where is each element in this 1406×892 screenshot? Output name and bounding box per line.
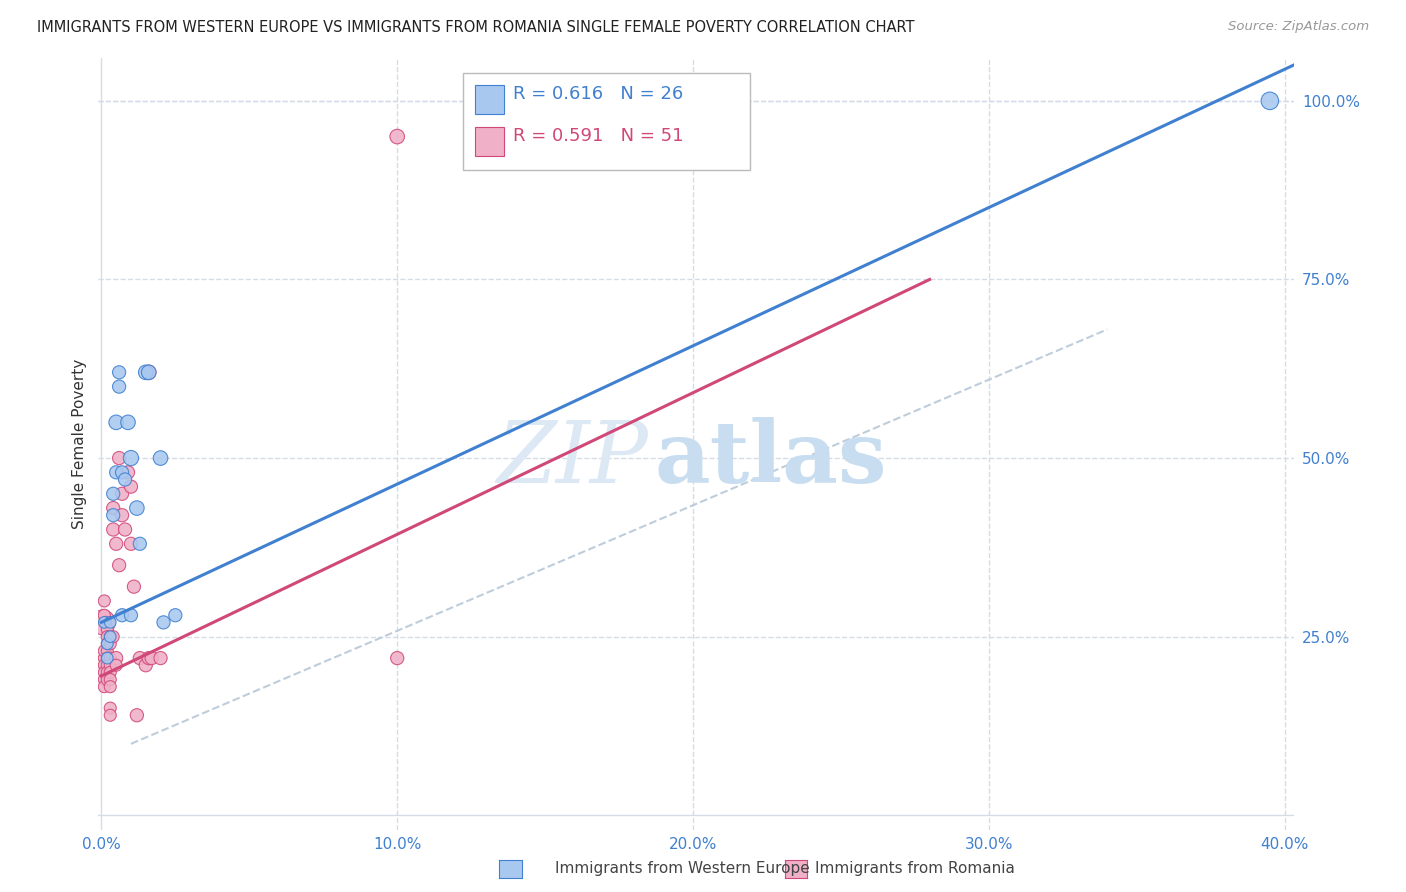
Point: [385, 651, 409, 665]
Point: [103, 508, 125, 523]
Point: [125, 708, 148, 723]
Point: [98, 630, 121, 644]
Point: [105, 537, 128, 551]
Point: [93, 673, 115, 687]
Text: atlas: atlas: [654, 417, 887, 501]
Text: Immigrants from Western Europe: Immigrants from Western Europe: [555, 862, 810, 876]
Point: [96, 637, 118, 651]
Point: [98, 680, 121, 694]
Point: [96, 658, 118, 673]
Point: [96, 651, 118, 665]
Point: [98, 658, 121, 673]
Text: R = 0.616   N = 26: R = 0.616 N = 26: [513, 85, 683, 103]
Point: [108, 558, 131, 573]
Point: [105, 651, 128, 665]
Point: [93, 594, 115, 608]
Point: [108, 451, 131, 466]
Point: [98, 651, 121, 665]
Point: [111, 608, 134, 623]
Point: [103, 487, 125, 501]
Point: [117, 466, 139, 480]
Point: [105, 466, 128, 480]
FancyBboxPatch shape: [475, 85, 503, 114]
Point: [120, 608, 142, 623]
Point: [135, 365, 157, 379]
Point: [96, 651, 118, 665]
Point: [103, 501, 125, 516]
Text: IMMIGRANTS FROM WESTERN EUROPE VS IMMIGRANTS FROM ROMANIA SINGLE FEMALE POVERTY : IMMIGRANTS FROM WESTERN EUROPE VS IMMIGR…: [37, 20, 914, 35]
Point: [122, 580, 145, 594]
Point: [93, 651, 115, 665]
Point: [105, 415, 128, 429]
Point: [1258, 94, 1281, 108]
Point: [96, 644, 118, 658]
Point: [128, 537, 150, 551]
Point: [96, 665, 118, 680]
Point: [91, 615, 114, 630]
Point: [135, 658, 157, 673]
Point: [114, 523, 136, 537]
Point: [385, 129, 409, 144]
Point: [117, 415, 139, 429]
Point: [96, 623, 118, 637]
Point: [93, 680, 115, 694]
Point: [125, 501, 148, 516]
Point: [93, 608, 115, 623]
Point: [114, 473, 136, 487]
Point: [141, 651, 163, 665]
Point: [98, 615, 121, 630]
Point: [111, 487, 134, 501]
FancyBboxPatch shape: [463, 73, 749, 169]
Point: [98, 665, 121, 680]
Point: [96, 673, 118, 687]
Y-axis label: Single Female Poverty: Single Female Poverty: [72, 359, 87, 529]
Point: [98, 701, 121, 715]
Point: [138, 365, 160, 379]
Point: [98, 637, 121, 651]
Point: [682, 94, 704, 108]
Point: [96, 630, 118, 644]
Point: [149, 651, 172, 665]
Point: [103, 630, 125, 644]
Point: [98, 708, 121, 723]
Text: R = 0.591   N = 51: R = 0.591 N = 51: [513, 127, 683, 145]
Point: [152, 615, 174, 630]
Text: Source: ZipAtlas.com: Source: ZipAtlas.com: [1229, 20, 1369, 33]
Point: [93, 658, 115, 673]
Point: [93, 665, 115, 680]
Point: [93, 644, 115, 658]
FancyBboxPatch shape: [475, 127, 503, 156]
Point: [120, 480, 142, 494]
Point: [94, 615, 117, 630]
Point: [120, 537, 142, 551]
Point: [165, 608, 187, 623]
Point: [98, 673, 121, 687]
Point: [103, 523, 125, 537]
Point: [138, 651, 160, 665]
Point: [108, 365, 131, 379]
Point: [96, 637, 118, 651]
Point: [111, 508, 134, 523]
Point: [108, 379, 131, 393]
Point: [138, 365, 160, 379]
Point: [111, 466, 134, 480]
Point: [93, 615, 115, 630]
Point: [149, 451, 172, 466]
Point: [128, 651, 150, 665]
Point: [120, 451, 142, 466]
Point: [105, 658, 128, 673]
Text: Immigrants from Romania: Immigrants from Romania: [815, 862, 1015, 876]
Text: ZIP: ZIP: [496, 417, 648, 500]
Point: [98, 630, 121, 644]
